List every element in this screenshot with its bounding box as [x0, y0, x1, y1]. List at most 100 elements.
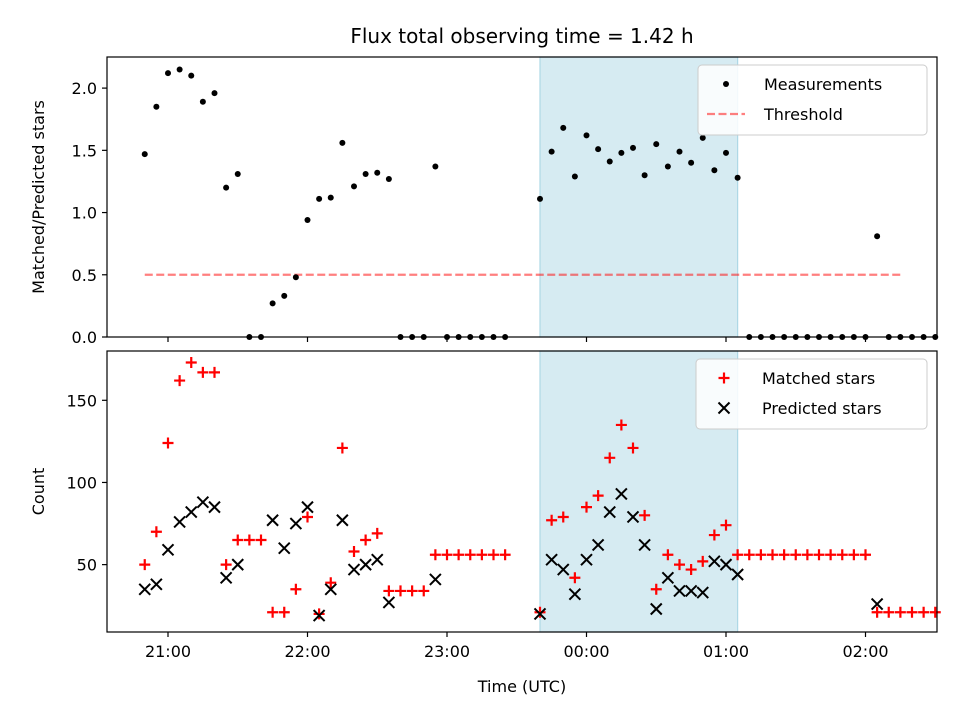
matched-star-point: [302, 511, 313, 523]
matched-star-point: [697, 555, 709, 567]
predicted-star-point: [161, 543, 175, 557]
predicted-star-point: [359, 558, 372, 571]
matched-star-point: [778, 549, 790, 561]
measurement-point: [385, 175, 392, 182]
matched-star-point: [708, 529, 720, 541]
matched-star-point: [534, 606, 546, 618]
legend-label-measurements: Measurements: [764, 75, 882, 94]
predicted-star-point: [429, 573, 442, 586]
matched-star-point: [860, 549, 871, 561]
matched-star-point: [313, 608, 325, 620]
x-tick-label: 01:00: [703, 642, 749, 661]
matched-star-point: [220, 559, 232, 571]
predicted-star-point: [557, 563, 570, 576]
predicted-star-point: [533, 607, 547, 621]
matched-star-point: [639, 509, 651, 521]
predicted-star-point: [708, 555, 721, 568]
matched-star-point: [569, 572, 581, 584]
predicted-star-point: [196, 495, 210, 509]
matched-star-point: [418, 585, 430, 597]
predicted-star-point: [661, 571, 675, 584]
predicted-star-point: [266, 514, 279, 527]
matched-star-point: [185, 357, 197, 369]
measurement-point: [595, 146, 602, 153]
matched-star-point: [232, 534, 244, 546]
predicted-star-point: [545, 553, 558, 566]
measurement-point: [316, 195, 323, 202]
bottom-y-axis-label: Count: [29, 468, 48, 516]
matched-star-point: [325, 577, 337, 589]
matched-star-point: [813, 549, 825, 561]
measurement-point: [606, 158, 613, 165]
predicted-star-point: [696, 586, 709, 599]
y-tick-label: 1.5: [72, 141, 97, 160]
predicted-star-point: [626, 510, 640, 524]
measurement-point: [269, 300, 276, 307]
measurement-point: [699, 134, 706, 141]
measurement-point: [362, 170, 369, 177]
matched-star-point: [662, 549, 674, 561]
predicted-star-point: [603, 505, 616, 519]
measurement-point: [560, 124, 567, 131]
matched-star-point: [290, 583, 302, 595]
predicted-star-point: [336, 514, 349, 527]
predicted-star-point: [580, 553, 593, 566]
measurement-point: [711, 167, 718, 174]
predicted-star-point: [219, 571, 233, 584]
measurement-point: [537, 195, 543, 202]
legend-box: [697, 64, 928, 136]
measurement-point: [676, 148, 683, 155]
predicted-star-point: [231, 558, 244, 571]
measurement-point: [223, 184, 230, 191]
matched-star-point: [453, 549, 465, 561]
matched-star-point: [162, 437, 174, 449]
measurement-point: [664, 163, 671, 170]
bottom-panel: 50 100 150 21:00 22:00 23:00 00:00 01:00 02:00 Co…: [29, 350, 941, 661]
matched-star-point: [836, 549, 848, 561]
matched-star-point: [755, 549, 767, 561]
measurement-point: [188, 72, 195, 79]
predicted-star-point: [719, 558, 733, 571]
measurement-point: [723, 149, 729, 156]
measurement-point: [153, 103, 160, 110]
measurement-point: [688, 159, 695, 166]
measurement-point: [327, 194, 334, 201]
y-tick-label: 100: [66, 473, 97, 492]
x-axis-label: Time (UTC): [477, 677, 566, 696]
chart-title: Flux total observing time = 1.42 h: [350, 24, 693, 48]
matched-star-point: [906, 606, 918, 618]
top-y-axis-label: Matched/Predicted stars: [29, 100, 48, 294]
matched-star-point: [441, 549, 453, 561]
matched-star-point: [627, 442, 639, 454]
matched-star-point: [592, 490, 604, 502]
measurement-point: [874, 233, 881, 240]
predicted-star-point: [324, 583, 337, 596]
predicted-star-point: [650, 602, 663, 616]
measurement-point: [641, 172, 648, 179]
measurement-point: [211, 90, 218, 97]
predicted-star-point: [870, 597, 884, 611]
predicted-star-point: [289, 517, 303, 530]
y-tick-label: 150: [66, 391, 97, 410]
matched-star-point: [348, 545, 360, 557]
matched-star-point: [383, 585, 395, 597]
measurement-point: [548, 148, 555, 155]
measurement-point: [653, 141, 660, 148]
top-panel: 0.0 0.5 1.0 1.5 2.0 Matched/Predicted stars Me…: [29, 56, 939, 347]
measurement-point: [374, 169, 381, 176]
predicted-star-point: [312, 609, 326, 622]
matched-star-point: [557, 511, 569, 523]
legend-marker-predicted: [717, 401, 731, 415]
measurement-point: [630, 144, 636, 151]
predicted-star-point: [382, 596, 396, 609]
measurement-point: [199, 98, 206, 105]
matched-star-point: [429, 549, 441, 561]
matched-star-point: [871, 606, 883, 618]
matched-star-point: [464, 549, 476, 561]
measurement-point: [734, 174, 741, 181]
x-tick-label: 02:00: [842, 642, 888, 661]
bottom-legend: Matched stars Predicted stars: [695, 358, 928, 430]
predicted-star-point: [731, 568, 744, 581]
measurement-point: [176, 66, 183, 73]
